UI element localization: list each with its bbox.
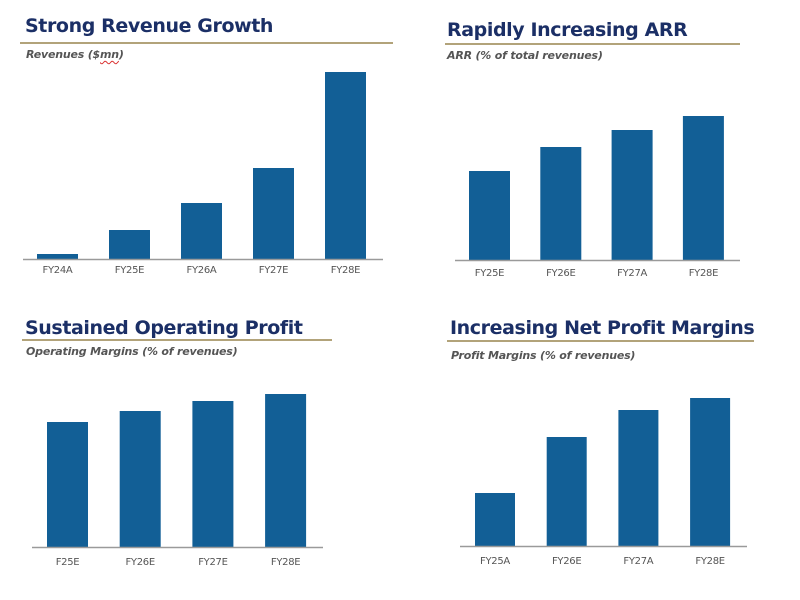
chart-title: Rapidly Increasing ARR (447, 19, 688, 41)
bar-fy26e (546, 437, 587, 546)
x-tick-label: FY24A (43, 265, 73, 276)
title-divider (22, 339, 332, 341)
subtitle-text-end: ) (118, 48, 124, 61)
x-tick-label: FY26A (187, 265, 217, 276)
bar-fy24a (37, 254, 78, 259)
chart-subtitle: Revenues ($mn) (26, 48, 124, 61)
x-tick-label: FY27A (623, 556, 653, 567)
x-tick-label: FY25A (480, 556, 510, 567)
bar-fy28e (690, 398, 731, 546)
bar-fy26e (119, 411, 161, 547)
chart-subtitle: Operating Margins (% of revenues) (26, 345, 238, 358)
x-tick-label: FY27E (259, 265, 288, 276)
x-tick-label: FY28E (331, 265, 360, 276)
x-tick-label: FY28E (689, 268, 718, 279)
x-tick-label: F25E (56, 557, 80, 568)
title-divider (20, 42, 393, 44)
chart-title: Sustained Operating Profit (25, 317, 303, 339)
x-tick-label: FY28E (695, 556, 724, 567)
chart-1: FY24A FY25E FY26A FY27E FY28E (23, 72, 383, 276)
chart-title: Strong Revenue Growth (25, 15, 274, 37)
x-tick-label: FY26E (546, 268, 575, 279)
bar-f25e (47, 422, 88, 547)
x-tick-label: FY26E (125, 557, 154, 568)
bar-fy27a (611, 130, 653, 260)
title-divider (445, 43, 740, 45)
bar-fy25a (475, 493, 515, 546)
bar-fy26e (540, 147, 582, 260)
bar-fy25e (109, 230, 150, 259)
bar-fy26a (181, 203, 222, 259)
x-tick-label: FY27E (198, 557, 227, 568)
bar-fy27a (618, 410, 659, 546)
bar-fy25e (469, 171, 510, 260)
bar-fy28e (682, 116, 724, 260)
chart-title: Increasing Net Profit Margins (450, 317, 755, 339)
chart-subtitle: Profit Margins (% of revenues) (451, 349, 636, 362)
title-divider (447, 340, 754, 342)
x-tick-label: FY27A (617, 268, 647, 279)
chart-4: FY25A FY26E FY27A FY28E (460, 398, 747, 567)
spellcheck-flagged-text: mn (100, 48, 119, 61)
bar-fy27e (253, 168, 294, 259)
x-tick-label: FY25E (115, 265, 144, 276)
subtitle-text: Revenues ($ (26, 48, 100, 61)
bar-fy27e (192, 401, 234, 547)
x-tick-label: FY26E (552, 556, 581, 567)
x-tick-label: FY25E (475, 268, 504, 279)
bar-fy28e (265, 394, 307, 547)
chart-2: FY25E FY26E FY27A FY28E (455, 116, 740, 279)
chart-subtitle: ARR (% of total revenues) (447, 49, 603, 62)
x-tick-label: FY28E (271, 557, 300, 568)
chart-3: F25E FY26E FY27E FY28E (32, 394, 323, 568)
bar-fy28e (325, 72, 366, 259)
